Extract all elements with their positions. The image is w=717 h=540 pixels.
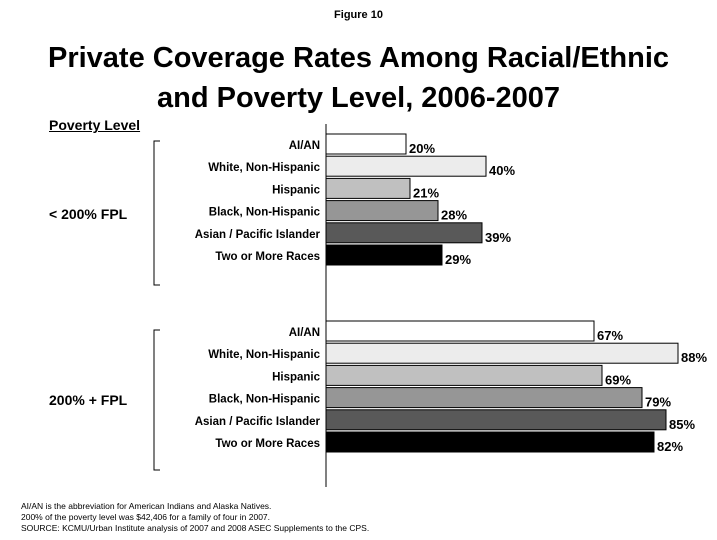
bracket-group-1 (153, 140, 160, 286)
bar-group-1-5 (325, 222, 483, 244)
bar-group-1-1 (325, 133, 407, 155)
group-label-under-200: < 200% FPL (49, 206, 128, 222)
group-label-200-plus: 200% + FPL (49, 392, 128, 408)
chart-title: Private Coverage Rates Among Racial/Ethn… (0, 38, 717, 118)
value-label-group-1-5: 39% (485, 230, 511, 245)
value-label-group-2-5: 85% (669, 417, 695, 432)
category-label-group-2-2: White, Non-Hispanic (208, 349, 320, 361)
bar-group-1-6 (325, 244, 443, 266)
bar-group-1-2 (325, 155, 487, 177)
footnotes: AI/AN is the abbreviation for American I… (21, 501, 369, 534)
chart-title-line-2: and Poverty Level, 2006-2007 (156, 82, 560, 114)
poverty-level-header: Poverty Level (49, 117, 141, 133)
category-label-group-1-2: White, Non-Hispanic (208, 162, 320, 174)
category-label-group-2-3: Hispanic (272, 371, 321, 383)
category-label-group-2-4: Black, Non-Hispanic (209, 394, 321, 406)
category-label-group-2-5: Asian / Pacific Islander (195, 416, 321, 428)
bar-group-2-4 (325, 387, 643, 409)
value-label-group-1-3: 21% (413, 185, 439, 200)
bar-group-2-1 (325, 320, 595, 342)
chart-title-line-1: Private Coverage Rates Among Racial/Ethn… (47, 42, 670, 74)
category-label-group-1-6: Two or More Races (215, 251, 320, 263)
value-label-group-2-4: 79% (645, 395, 671, 410)
category-label-group-2-1: AI/AN (289, 327, 320, 339)
bar-group-2-2 (325, 342, 679, 364)
bar-group-1-3 (325, 177, 411, 199)
category-label-group-1-5: Asian / Pacific Islander (195, 229, 321, 241)
figure-label: Figure 10 (334, 9, 383, 21)
bar-group-2-6 (325, 431, 655, 453)
value-label-group-2-3: 69% (605, 372, 631, 387)
value-label-group-1-1: 20% (409, 141, 435, 156)
footnote-3: SOURCE: KCMU/Urban Institute analysis of… (21, 523, 370, 533)
bracket-group-2 (153, 329, 160, 471)
bar-group-2-5 (325, 409, 667, 431)
category-label-group-2-6: Two or More Races (215, 438, 320, 450)
value-label-group-2-2: 88% (681, 350, 707, 365)
category-label-group-1-1: AI/AN (289, 140, 320, 152)
bar-group-2-3 (325, 364, 603, 386)
footnote-1: AI/AN is the abbreviation for American I… (21, 501, 272, 511)
value-label-group-2-1: 67% (597, 328, 623, 343)
value-label-group-2-6: 82% (657, 439, 683, 454)
value-label-group-1-4: 28% (441, 208, 467, 223)
bar-group-1-4 (325, 200, 439, 222)
value-label-group-1-6: 29% (445, 252, 471, 267)
value-label-group-1-2: 40% (489, 163, 515, 178)
footnote-2: 200% of the poverty level was $42,406 fo… (21, 512, 271, 522)
category-label-group-1-3: Hispanic (272, 184, 321, 196)
category-label-group-1-4: Black, Non-Hispanic (209, 207, 321, 219)
